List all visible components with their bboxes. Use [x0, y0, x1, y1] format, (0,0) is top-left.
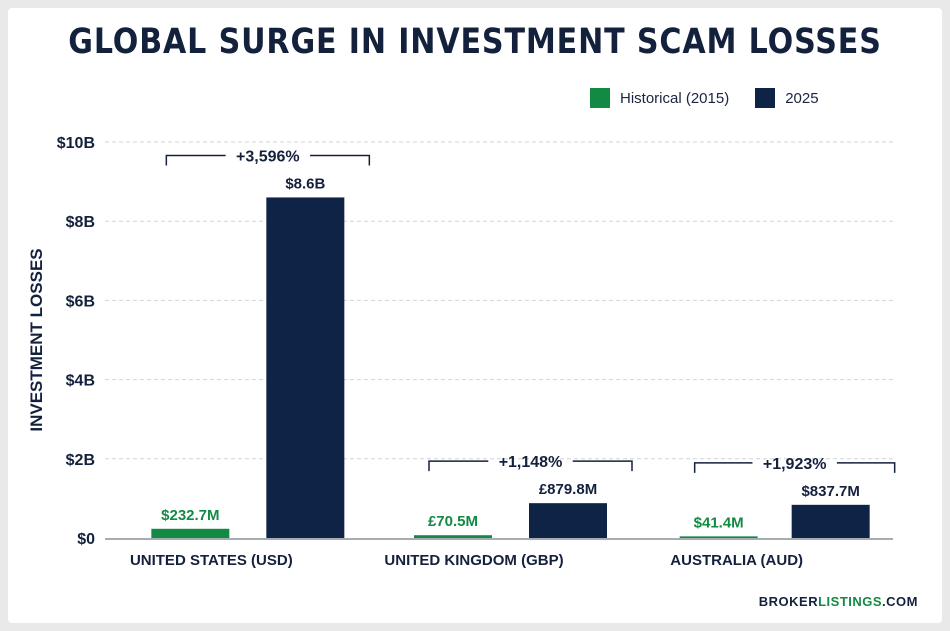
- chart-title: GLOBAL SURGE IN INVESTMENT SCAM LOSSES: [68, 22, 882, 62]
- bar-historical: [414, 535, 492, 538]
- chart-card: [8, 8, 942, 623]
- legend-swatch-historical: [590, 88, 610, 108]
- data-label: $8.6B: [285, 175, 325, 192]
- growth-bracket: [165, 154, 371, 166]
- growth-bracket: [693, 462, 896, 473]
- y-axis-label: INVESTMENT LOSSES: [27, 248, 46, 431]
- bar-2025: [266, 197, 345, 538]
- legend-item-2025: 2025: [755, 88, 819, 108]
- legend-label-2025: 2025: [785, 89, 819, 107]
- growth-annotation: +3,596%: [236, 148, 300, 165]
- y-tick-label: $8B: [66, 214, 95, 231]
- legend-item-historical: Historical (2015): [590, 88, 729, 108]
- growth-bracket: [428, 460, 633, 472]
- brand-logo: BROKERLISTINGS.COM: [758, 594, 918, 609]
- y-tick-label: $0: [77, 531, 95, 548]
- data-label: $837.7M: [801, 483, 859, 500]
- growth-annotation: +1,148%: [499, 454, 563, 471]
- x-tick-label: UNITED STATES (USD): [130, 552, 293, 569]
- legend-label-historical: Historical (2015): [620, 89, 730, 107]
- data-label: $232.7M: [161, 507, 219, 524]
- y-tick-label: $6B: [66, 293, 95, 310]
- bar-historical: [151, 528, 230, 538]
- y-tick-label: $4B: [66, 373, 95, 390]
- bar-historical: [679, 536, 758, 538]
- data-label: $41.4M: [694, 514, 744, 531]
- bar-2025: [791, 504, 870, 538]
- growth-annotation: +1,923%: [763, 456, 827, 473]
- data-label: £879.8M: [539, 481, 597, 498]
- x-tick-label: AUSTRALIA (AUD): [670, 552, 803, 569]
- bar-2025: [529, 503, 607, 538]
- data-label: £70.5M: [428, 513, 478, 530]
- y-tick-label: $10B: [57, 135, 95, 152]
- legend: Historical (2015) 2025: [590, 88, 845, 108]
- x-tick-label: UNITED KINGDOM (GBP): [384, 552, 563, 569]
- y-tick-label: $2B: [66, 452, 95, 469]
- legend-swatch-2025: [755, 88, 776, 108]
